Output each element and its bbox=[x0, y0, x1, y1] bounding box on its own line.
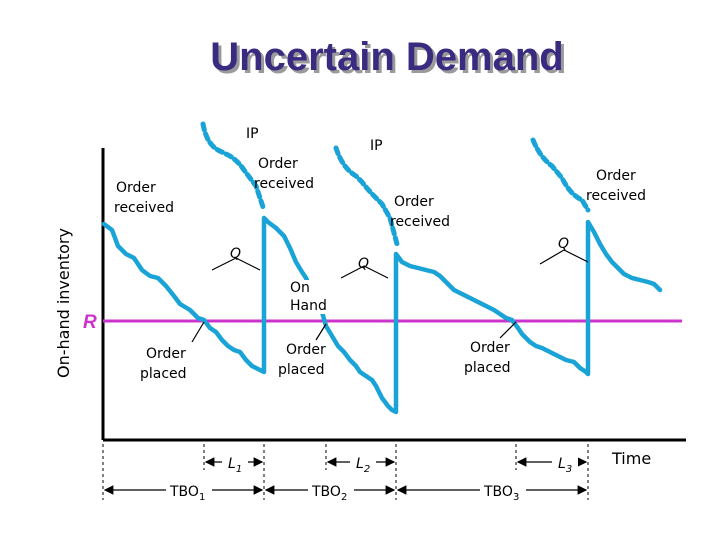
order-placed-pointers bbox=[191, 321, 517, 343]
q-label-2: Q bbox=[358, 256, 369, 272]
reference-lines bbox=[102, 444, 589, 500]
q-label-1: Q bbox=[230, 246, 241, 262]
order-received-label-1a: Order bbox=[116, 180, 156, 196]
on-hand-label-line2: Hand bbox=[290, 298, 327, 314]
ip-dash-3 bbox=[530, 137, 591, 213]
order-received-label-4a: Order bbox=[596, 168, 636, 184]
q-bracket-3 bbox=[539, 249, 589, 265]
on-hand-label-bg bbox=[288, 280, 332, 314]
on-hand-label-line1: On bbox=[290, 280, 310, 296]
lead-time-label-3: L3 bbox=[558, 456, 572, 475]
order-placed-pointer-2 bbox=[315, 323, 327, 341]
q-brackets bbox=[211, 249, 589, 279]
order-placed-label-3b: placed bbox=[464, 360, 511, 376]
order-received-label-4b: received bbox=[586, 188, 646, 204]
lead-time-label-1: L1 bbox=[228, 456, 242, 475]
order-placed-label-2a: Order bbox=[286, 342, 326, 358]
tbo-label-3: TBO3 bbox=[483, 484, 519, 503]
order-placed-label-3a: Order bbox=[470, 340, 510, 356]
tbo-label-1: TBO1 bbox=[169, 484, 205, 503]
tbo-label-2: TBO2 bbox=[311, 484, 347, 503]
page-title: Uncertain Demand bbox=[210, 35, 563, 79]
ip-label-1: IP bbox=[246, 126, 259, 142]
x-axis-label: Time bbox=[611, 449, 651, 468]
inventory-position-dashes bbox=[200, 121, 591, 247]
order-placed-pointer-3 bbox=[499, 321, 517, 339]
on-hand-inventory-line bbox=[101, 215, 663, 415]
ip-dash-1 bbox=[200, 121, 267, 213]
y-axis-label: On-hand inventory bbox=[54, 228, 73, 378]
ip-label-2: IP bbox=[370, 138, 383, 154]
order-placed-label-2b: placed bbox=[278, 362, 325, 378]
order-received-label-2a: Order bbox=[258, 156, 298, 172]
order-placed-label-1a: Order bbox=[146, 346, 186, 362]
order-received-label-3b: received bbox=[390, 214, 450, 230]
order-received-label-3a: Order bbox=[394, 194, 434, 210]
q-bracket-2 bbox=[340, 265, 389, 279]
reorder-point-label: R bbox=[83, 312, 97, 333]
title-shadow: Uncertain Demand bbox=[213, 38, 566, 82]
order-received-label-2b: received bbox=[254, 176, 314, 192]
order-placed-label-1b: placed bbox=[140, 366, 187, 382]
q-label-3: Q bbox=[558, 236, 569, 252]
lead-time-label-2: L2 bbox=[356, 456, 370, 475]
order-received-label-1b: received bbox=[114, 200, 174, 216]
ip-dash-2 bbox=[333, 145, 400, 247]
order-placed-pointer-1 bbox=[191, 321, 205, 343]
q-bracket-1 bbox=[211, 257, 261, 271]
